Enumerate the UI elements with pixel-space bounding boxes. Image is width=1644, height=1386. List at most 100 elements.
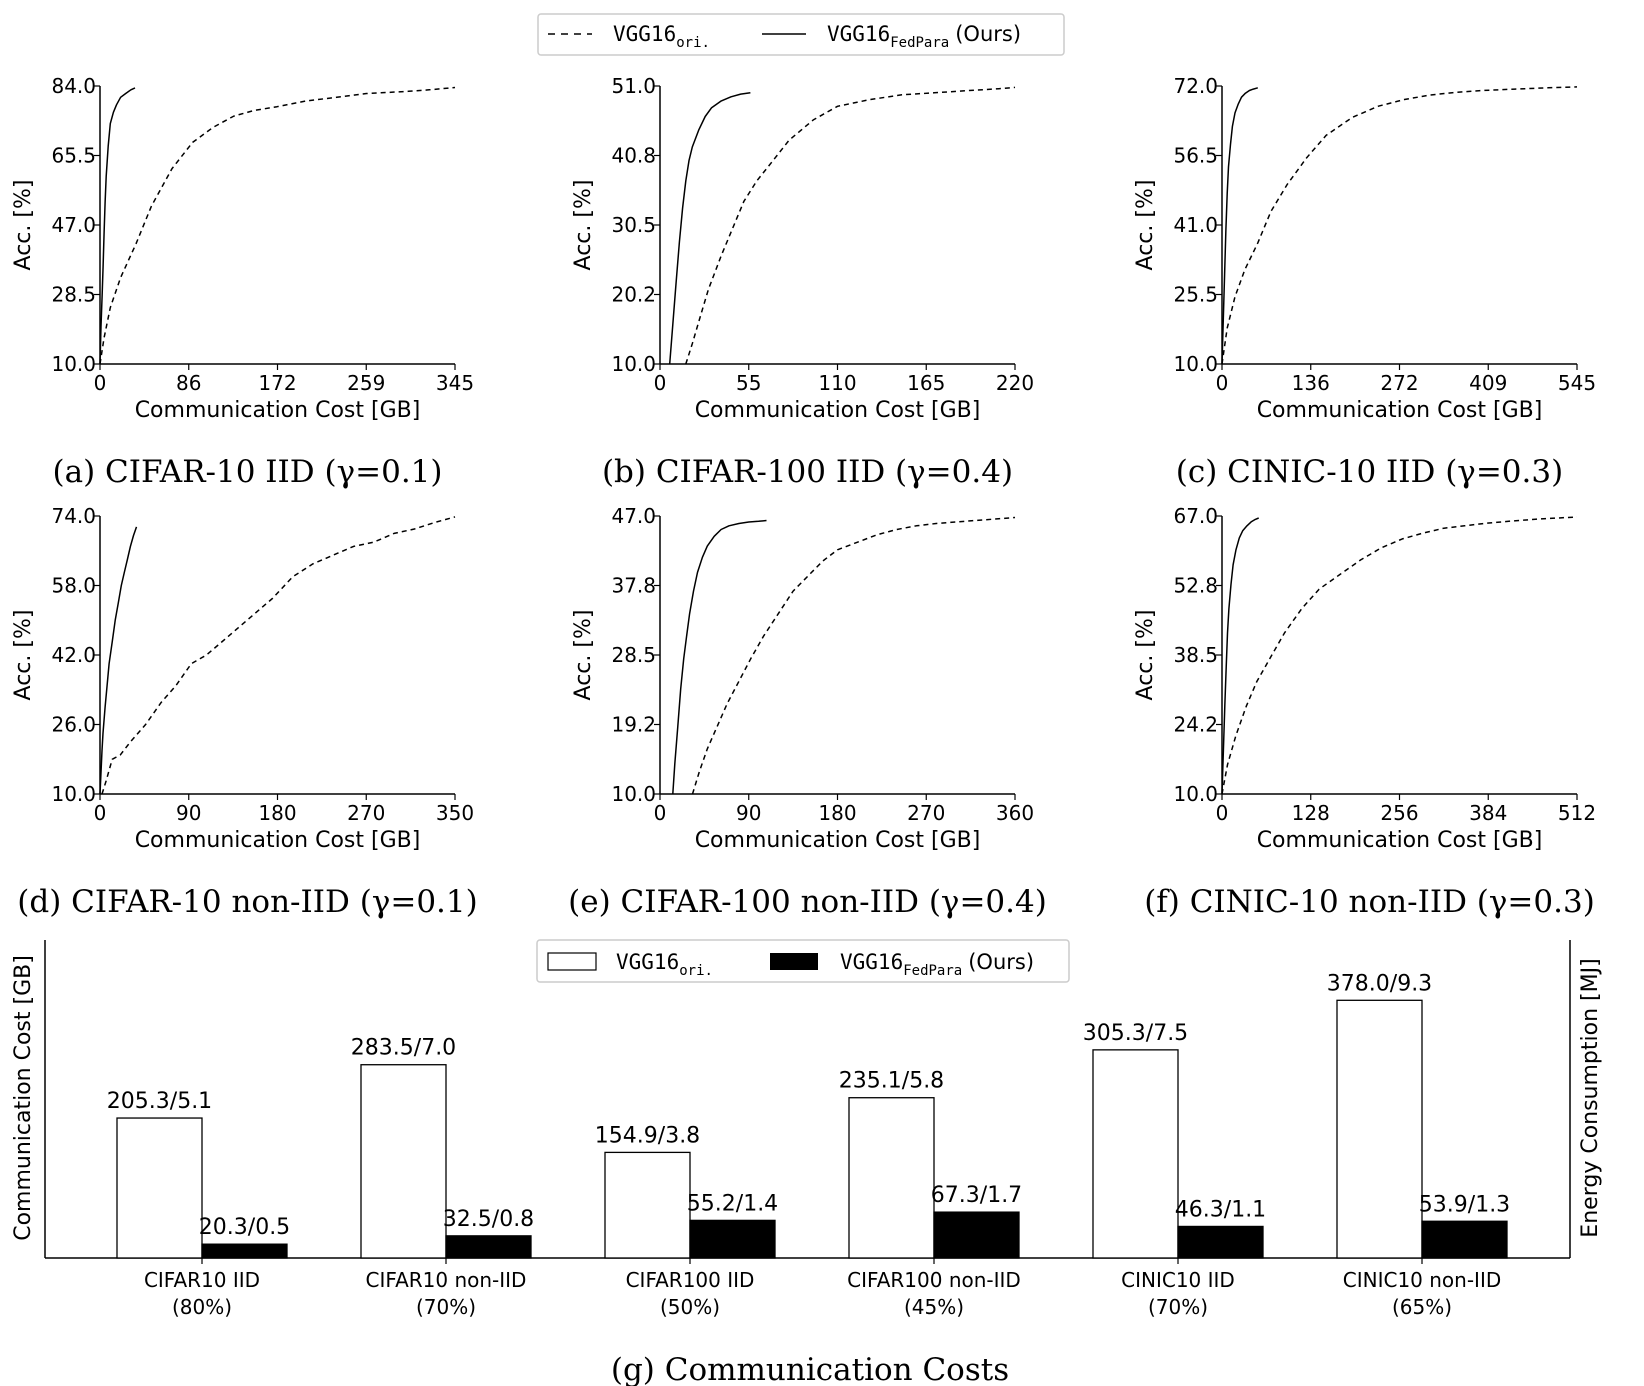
y-tick-label: 65.5 bbox=[51, 144, 96, 168]
bar-vgg16-fedpara bbox=[445, 1235, 532, 1259]
x-axis-label: Communication Cost [GB] bbox=[695, 398, 981, 423]
bar-data-label: 154.9/3.8 bbox=[595, 1123, 700, 1148]
bar-vgg16-ori bbox=[116, 1117, 203, 1259]
bar-left-axis-label: Communication Cost [GB] bbox=[11, 955, 36, 1241]
bar-data-label: 53.9/1.3 bbox=[1419, 1192, 1510, 1217]
y-axis-label: Acc. [%] bbox=[1133, 180, 1158, 271]
x-tick-label: 128 bbox=[1292, 801, 1330, 825]
panel-g-communication-costs: VGG16ori. VGG16FedPara (Ours) 205.3/5.1 20… bbox=[11, 939, 1603, 1386]
y-tick-label: 26.0 bbox=[51, 713, 96, 737]
panel-b-cifar100-iid: 0 55 110 165 220 10.0 20.2 30.5 40.8 51.0 Communic… bbox=[571, 74, 1034, 490]
y-tick-label: 41.0 bbox=[1173, 213, 1218, 237]
y-axis-label: Acc. [%] bbox=[1133, 610, 1158, 701]
y-tick-label: 10.0 bbox=[611, 782, 656, 806]
series-line-vgg16-ori bbox=[1221, 516, 1578, 795]
y-tick-label: 51.0 bbox=[611, 74, 656, 98]
bar-category-label: CIFAR10 non-IID bbox=[366, 1268, 527, 1292]
y-tick-label: 67.0 bbox=[1173, 504, 1218, 528]
bar-data-label: 46.3/1.1 bbox=[1175, 1197, 1266, 1222]
y-tick-label: 72.0 bbox=[1173, 74, 1218, 98]
panel-e-cifar100-noniid: 0 90 180 270 360 10.0 19.2 28.5 37.8 47.0 Communic… bbox=[568, 504, 1047, 920]
bar-vgg16-ori bbox=[360, 1064, 447, 1259]
x-tick-label: 0 bbox=[1216, 371, 1229, 395]
series-line-vgg16-ori bbox=[1221, 86, 1578, 365]
y-tick-label: 20.2 bbox=[611, 283, 656, 307]
x-tick-label: 270 bbox=[347, 801, 385, 825]
x-tick-label: 545 bbox=[1558, 371, 1596, 395]
bar-category-note: (65%) bbox=[1392, 1295, 1452, 1319]
y-tick-label: 42.0 bbox=[51, 643, 96, 667]
panel-caption: (e) CIFAR-100 non-IID (γ=0.4) bbox=[568, 884, 1047, 920]
y-tick-label: 47.0 bbox=[611, 504, 656, 528]
y-tick-label: 10.0 bbox=[1173, 782, 1218, 806]
top-legend-ours-label: VGG16FedPara (Ours) bbox=[827, 22, 1021, 51]
x-axis-label: Communication Cost [GB] bbox=[135, 398, 421, 423]
x-tick-label: 0 bbox=[94, 371, 107, 395]
bar-category-note: (50%) bbox=[660, 1295, 720, 1319]
series-line-vgg16-fedpara bbox=[668, 92, 751, 365]
bar-category-label: CINIC10 non-IID bbox=[1343, 1268, 1502, 1292]
x-tick-label: 86 bbox=[176, 371, 201, 395]
bar-data-label: 283.5/7.0 bbox=[351, 1036, 456, 1061]
x-axis-label: Communication Cost [GB] bbox=[695, 828, 981, 853]
series-line-vgg16-ori bbox=[101, 516, 456, 795]
y-tick-label: 10.0 bbox=[1173, 352, 1218, 376]
y-axis-label: Acc. [%] bbox=[11, 610, 36, 701]
x-tick-label: 220 bbox=[996, 371, 1034, 395]
bar-category-label: CIFAR10 IID bbox=[144, 1268, 260, 1292]
series-line-vgg16-ori bbox=[685, 86, 1016, 365]
panel-d-cifar10-noniid: 0 90 180 270 350 10.0 26.0 42.0 58.0 74.0 Communic… bbox=[11, 504, 478, 920]
y-axis-label: Acc. [%] bbox=[571, 180, 596, 271]
y-tick-label: 25.5 bbox=[1173, 283, 1218, 307]
x-tick-label: 55 bbox=[736, 371, 761, 395]
series-line-vgg16-fedpara bbox=[99, 526, 138, 795]
series-line-vgg16-fedpara bbox=[99, 87, 136, 365]
x-axis-label: Communication Cost [GB] bbox=[1257, 398, 1543, 423]
panel-caption: (d) CIFAR-10 non-IID (γ=0.1) bbox=[17, 884, 477, 920]
x-tick-label: 0 bbox=[654, 801, 667, 825]
bar-category-label: CIFAR100 non-IID bbox=[847, 1268, 1021, 1292]
bar-vgg16-fedpara bbox=[1177, 1225, 1264, 1259]
y-tick-label: 24.2 bbox=[1173, 713, 1218, 737]
y-tick-label: 38.5 bbox=[1173, 643, 1218, 667]
x-tick-label: 0 bbox=[94, 801, 107, 825]
panel-caption: (c) CINIC-10 IID (γ=0.3) bbox=[1176, 454, 1563, 490]
bar-data-label: 235.1/5.8 bbox=[839, 1069, 944, 1094]
y-tick-label: 28.5 bbox=[611, 643, 656, 667]
panel-caption: (b) CIFAR-100 IID (γ=0.4) bbox=[602, 454, 1013, 490]
bar-legend-baseline-label: VGG16ori. bbox=[616, 950, 713, 979]
x-tick-label: 0 bbox=[1216, 801, 1229, 825]
y-tick-label: 10.0 bbox=[51, 782, 96, 806]
x-tick-label: 165 bbox=[907, 371, 945, 395]
bar-vgg16-fedpara bbox=[689, 1219, 776, 1259]
bar-category-note: (80%) bbox=[172, 1295, 232, 1319]
y-tick-label: 47.0 bbox=[51, 213, 96, 237]
x-tick-label: 384 bbox=[1469, 801, 1507, 825]
y-tick-label: 10.0 bbox=[51, 352, 96, 376]
bar-vgg16-ori bbox=[1336, 999, 1423, 1259]
bar-data-label: 32.5/0.8 bbox=[443, 1207, 534, 1232]
bar-vgg16-fedpara bbox=[201, 1243, 288, 1259]
y-tick-label: 74.0 bbox=[51, 504, 96, 528]
bar-legend-black-swatch bbox=[770, 953, 818, 970]
x-tick-label: 136 bbox=[1292, 371, 1330, 395]
x-tick-label: 90 bbox=[736, 801, 761, 825]
x-tick-label: 180 bbox=[258, 801, 296, 825]
x-tick-label: 272 bbox=[1380, 371, 1418, 395]
bar-legend-ours-label: VGG16FedPara (Ours) bbox=[840, 950, 1034, 979]
x-tick-label: 110 bbox=[818, 371, 856, 395]
y-tick-label: 37.8 bbox=[611, 574, 656, 598]
top-legend-baseline-label: VGG16ori. bbox=[613, 22, 710, 51]
y-tick-label: 56.5 bbox=[1173, 144, 1218, 168]
y-tick-label: 84.0 bbox=[51, 74, 96, 98]
series-line-vgg16-fedpara bbox=[1221, 517, 1259, 795]
bar-data-label: 67.3/1.7 bbox=[931, 1183, 1022, 1208]
bar-category-label: CINIC10 IID bbox=[1121, 1268, 1235, 1292]
bar-right-axis-label: Energy Consumption [MJ] bbox=[1578, 958, 1603, 1237]
x-tick-label: 172 bbox=[258, 371, 296, 395]
bar-legend: VGG16ori. VGG16FedPara (Ours) bbox=[536, 939, 1070, 983]
y-tick-label: 28.5 bbox=[51, 283, 96, 307]
x-tick-label: 409 bbox=[1469, 371, 1507, 395]
bar-vgg16-ori bbox=[848, 1097, 935, 1259]
